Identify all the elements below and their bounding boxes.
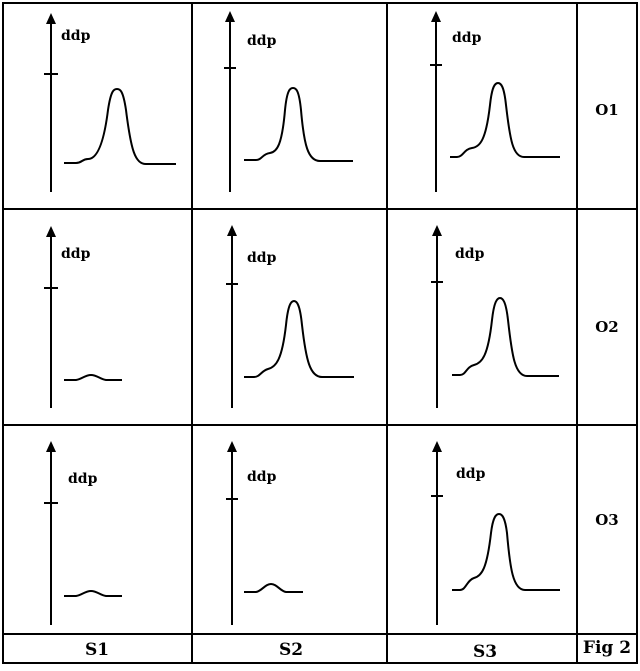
potential-trace xyxy=(452,512,560,591)
potential-trace xyxy=(64,87,176,165)
potential-trace xyxy=(244,299,354,378)
axis-label: ddp xyxy=(61,246,91,262)
potential-trace xyxy=(452,296,559,377)
axis-arrow-icon xyxy=(46,441,56,452)
axis-label: ddp xyxy=(247,33,277,49)
row-label-o1: O1 xyxy=(595,101,619,119)
axis-label: ddp xyxy=(247,250,277,266)
axis-label: ddp xyxy=(68,471,98,487)
panel-s1-o2: ddp xyxy=(44,226,122,408)
axis-label: ddp xyxy=(61,28,91,44)
panel-s3-o3: ddp xyxy=(431,441,560,625)
panel-s3-o1: ddp xyxy=(430,11,560,192)
axis-arrow-icon xyxy=(46,226,56,237)
panel-s3-o2: ddp xyxy=(431,225,559,408)
column-label-s1: S1 xyxy=(85,640,109,660)
axis-arrow-icon xyxy=(227,441,237,452)
axis-label: ddp xyxy=(456,466,486,482)
column-label-s2: S2 xyxy=(279,640,303,660)
axis-label: ddp xyxy=(452,30,482,46)
panel-s1-o3: ddp xyxy=(44,441,122,625)
potential-trace xyxy=(64,373,122,381)
figure-caption: Fig 2 xyxy=(583,638,631,658)
axis-arrow-icon xyxy=(432,225,442,236)
row-label-o3: O3 xyxy=(595,511,619,529)
column-label-s3: S3 xyxy=(473,642,497,662)
panel-s2-o1: ddp xyxy=(224,11,353,192)
panel-s2-o3: ddp xyxy=(226,441,303,625)
axis-label: ddp xyxy=(247,469,277,485)
axis-arrow-icon xyxy=(432,441,442,452)
panel-s1-o1: ddp xyxy=(44,13,176,192)
axis-arrow-icon xyxy=(227,225,237,236)
potential-trace xyxy=(244,86,353,162)
panel-s2-o2: ddp xyxy=(226,225,354,408)
potential-trace xyxy=(64,589,122,597)
potential-trace xyxy=(244,582,303,593)
axis-label: ddp xyxy=(455,246,485,262)
axis-arrow-icon xyxy=(46,13,56,24)
axis-arrow-icon xyxy=(431,11,441,22)
potential-trace xyxy=(450,81,560,158)
axis-arrow-icon xyxy=(225,11,235,22)
row-label-o2: O2 xyxy=(595,318,619,336)
